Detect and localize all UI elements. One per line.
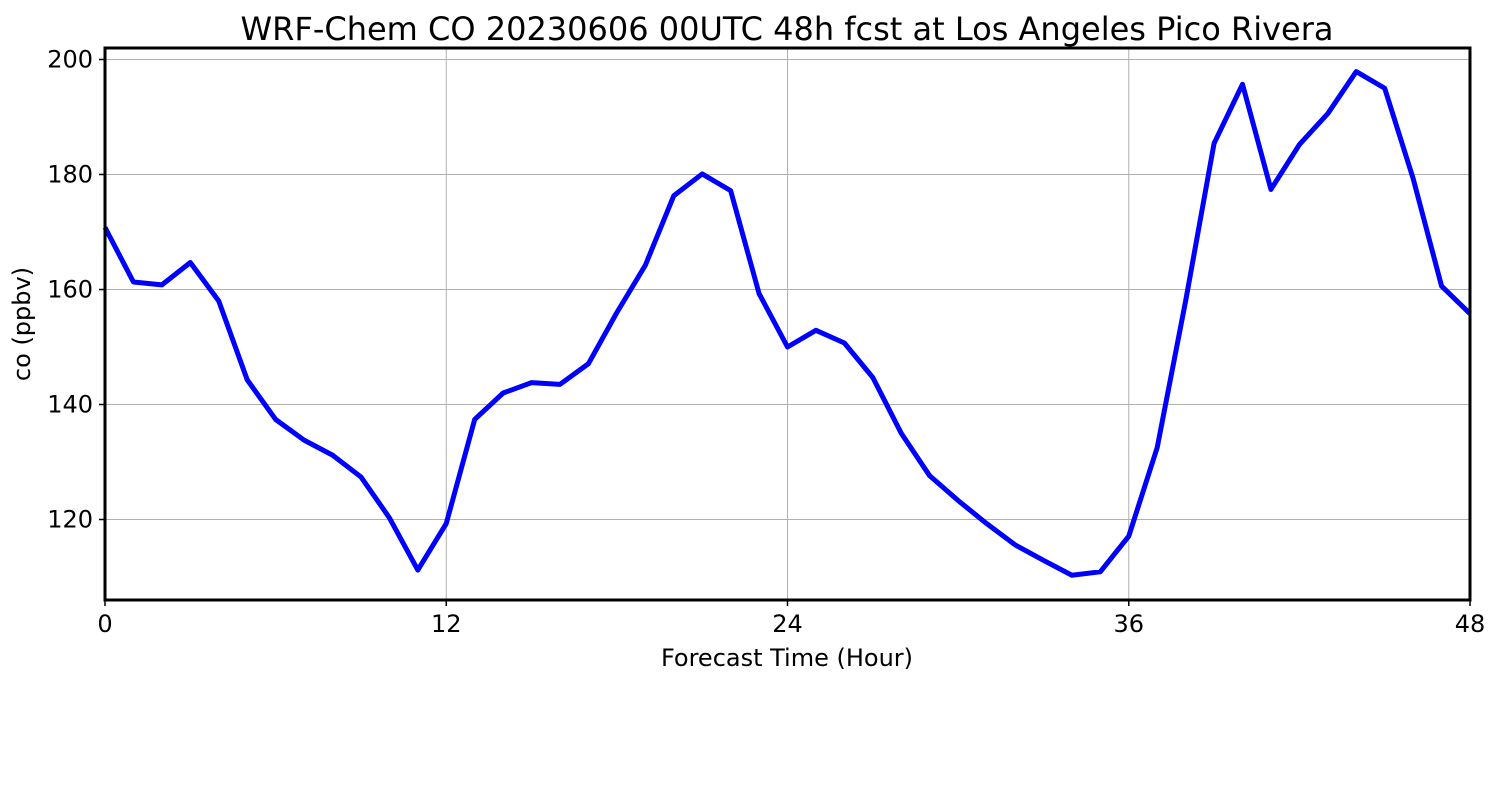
chart-title: WRF-Chem CO 20230606 00UTC 48h fcst at L…	[241, 10, 1334, 48]
y-tick-label: 200	[47, 46, 93, 74]
x-tick-label: 24	[772, 610, 803, 638]
plot-frame	[103, 46, 1472, 602]
x-axis-ticks: 0 12 24 36 48	[97, 600, 1485, 638]
x-tick-label: 12	[431, 610, 462, 638]
y-axis-ticks: 120 140 160 180 200	[47, 46, 105, 534]
y-axis-label: co (ppbv)	[8, 267, 36, 381]
y-tick-label: 120	[47, 506, 93, 534]
series-group	[102, 69, 1472, 578]
y-tick-label: 180	[47, 161, 93, 189]
y-tick-label: 160	[47, 276, 93, 304]
x-axis-label: Forecast Time (Hour)	[661, 644, 913, 672]
x-tick-label: 36	[1113, 610, 1144, 638]
co-series-line	[102, 69, 1472, 578]
x-tick-label: 48	[1455, 610, 1486, 638]
y-tick-label: 140	[47, 391, 93, 419]
x-tick-label: 0	[97, 610, 112, 638]
